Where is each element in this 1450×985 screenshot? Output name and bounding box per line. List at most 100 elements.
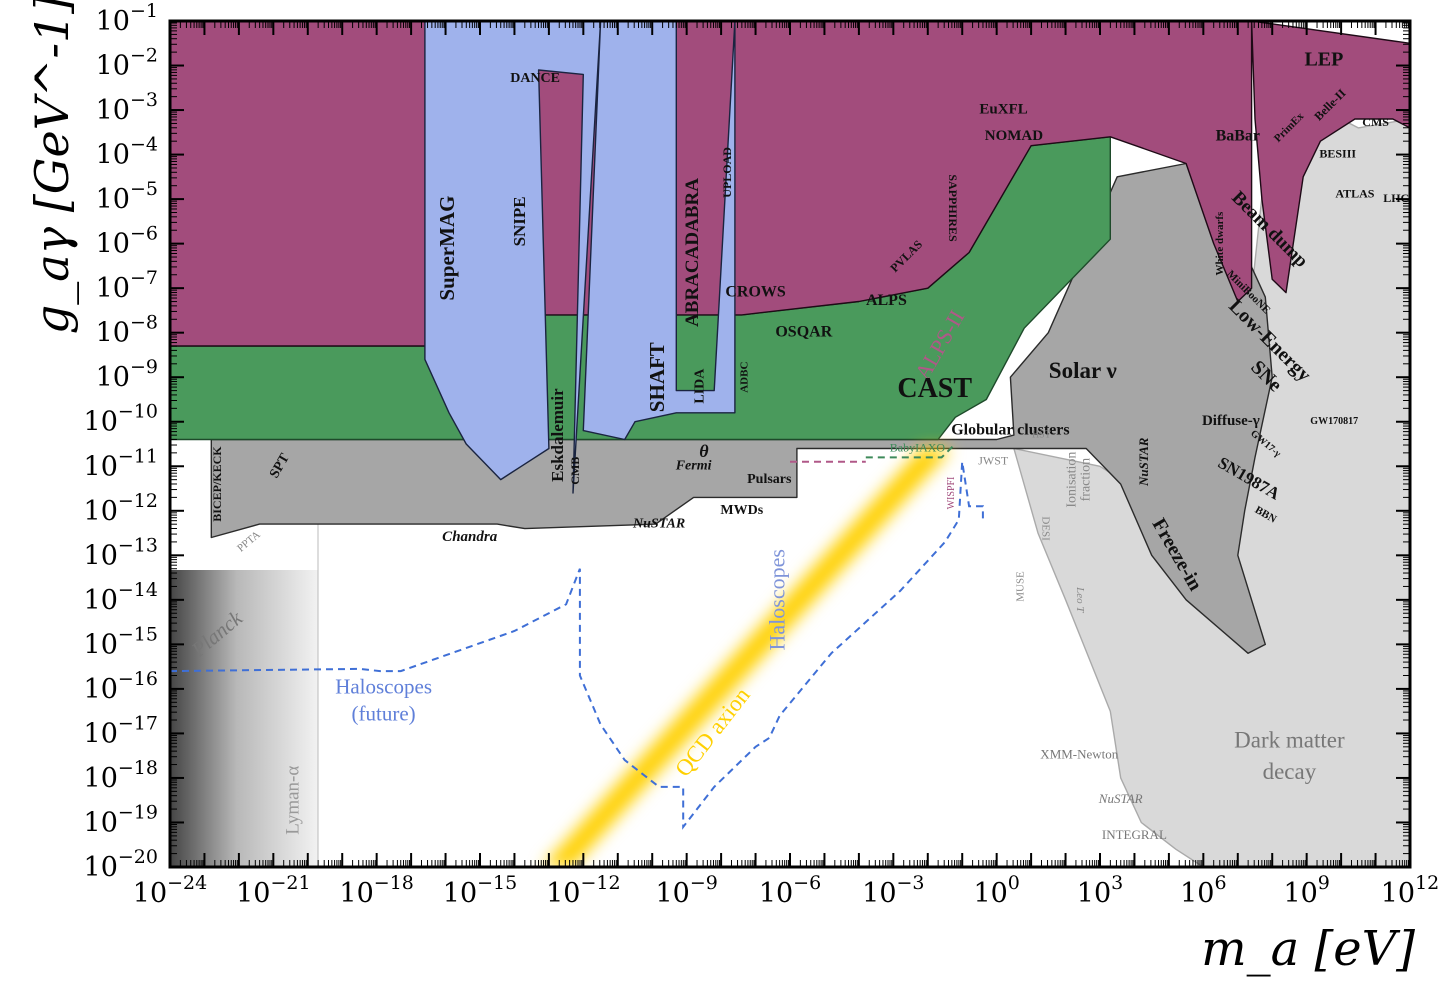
label-pulsars: Pulsars <box>747 472 792 487</box>
y-tick-label: 10−1 <box>96 0 158 37</box>
bound-babyiaxo <box>865 443 956 459</box>
axis-ticks: 10−24 10−21 10−18 10−15 10−12 10−9 10−6 10−3 100… <box>84 0 1440 909</box>
label-muse: MUSE <box>1014 571 1026 602</box>
lyman-alpha-region <box>170 570 318 867</box>
label-babyiaxo: BabyIAXO <box>890 440 946 454</box>
y-axis-title: g_aγ [GeV^-1] <box>25 0 79 334</box>
projected-bounds <box>170 443 984 830</box>
y-tick-label: 10−5 <box>96 178 158 215</box>
label-gw170817: GW170817 <box>1310 416 1358 427</box>
x-tick-label: 10−15 <box>443 872 517 909</box>
x-tick-label: 10−18 <box>339 872 413 909</box>
label-diffuse: Diffuse-γ <box>1202 413 1260 429</box>
label-bicep-keck: BICEP/KECK <box>210 446 224 522</box>
label-: θ <box>699 441 709 461</box>
label-hst: HST <box>1032 429 1051 440</box>
label-cmb: CMB <box>568 457 582 485</box>
label-jwst: JWST <box>978 454 1009 468</box>
label-nustar: NuSTAR <box>1098 791 1143 806</box>
label-abracadabra: ABRACADABRA <box>682 178 703 327</box>
label-eskdalemuir: Eskdalemuir <box>548 388 567 482</box>
y-tick-label: 10−17 <box>84 712 158 749</box>
label-fermi: Fermi <box>675 459 712 474</box>
y-tick-label: 10−8 <box>96 312 158 349</box>
label-shaft: SHAFT <box>645 342 669 412</box>
y-tick-label: 10−6 <box>96 223 158 260</box>
label-lhc: LHC <box>1383 191 1409 205</box>
x-axis-title: m_a [eV] <box>1201 921 1415 977</box>
constraint-regions <box>170 21 1410 867</box>
label-leo-t: Leo T <box>1074 586 1086 613</box>
label-nustar: NuSTAR <box>1136 437 1151 487</box>
y-tick-label: 10−18 <box>84 757 158 794</box>
label-babar: BaBar <box>1216 127 1260 144</box>
y-tick-label: 10−12 <box>84 490 158 527</box>
label-sapphires: SAPPHIRES <box>946 174 960 242</box>
label-xmm-newton: XMM-Newton <box>1040 747 1118 762</box>
label-lyman: Lyman-α <box>282 766 303 835</box>
label-cms: CMS <box>1362 115 1389 129</box>
label-lida: LIDA <box>693 368 708 404</box>
label-supermag: SuperMAG <box>435 196 459 301</box>
x-tick-label: 103 <box>1077 872 1123 909</box>
label-nomad: NOMAD <box>985 128 1043 144</box>
region-astrophysics <box>210 162 1273 654</box>
y-tick-label: 10−14 <box>84 579 158 616</box>
label-alps: ALPS <box>866 292 907 309</box>
x-tick-label: 10−9 <box>655 872 717 909</box>
y-tick-label: 10−15 <box>84 623 158 660</box>
label-fraction: fraction <box>1078 458 1093 502</box>
y-tick-label: 10−16 <box>84 668 158 705</box>
x-tick-label: 1012 <box>1381 872 1440 909</box>
y-tick-label: 10−4 <box>96 134 158 171</box>
x-tick-label: 10−6 <box>759 872 821 909</box>
label-future: (future) <box>352 701 416 725</box>
label-desi: DESI <box>1039 516 1051 541</box>
label-upload: UPLOAD <box>720 147 734 198</box>
x-tick-label: 100 <box>973 872 1019 909</box>
y-tick-label: 10−9 <box>96 356 158 393</box>
label-crows: CROWS <box>725 283 786 300</box>
label-cast: CAST <box>897 373 972 404</box>
y-tick-label: 10−13 <box>84 534 158 571</box>
label-haloscopes: Haloscopes <box>335 675 432 699</box>
bound-haloscopes-future <box>170 461 984 830</box>
x-tick-label: 109 <box>1283 872 1329 909</box>
x-tick-label: 10−3 <box>862 872 924 909</box>
label-euxfl: EuXFL <box>979 102 1027 118</box>
y-tick-label: 10−3 <box>96 89 158 126</box>
x-tick-label: 106 <box>1180 872 1226 909</box>
label-besiii: BESIII <box>1319 146 1356 160</box>
y-tick-label: 10−19 <box>84 801 158 838</box>
label-snipe: SNIPE <box>510 196 529 246</box>
label-mwds: MWDs <box>720 503 763 518</box>
x-tick-label: 10−24 <box>133 872 207 909</box>
label-atlas: ATLAS <box>1335 186 1374 200</box>
y-tick-label: 10−7 <box>96 267 158 304</box>
label-solar: Solar ν <box>1049 358 1117 383</box>
region-qcd-axion-band <box>542 448 952 867</box>
y-tick-label: 10−20 <box>84 846 158 883</box>
label-chandra: Chandra <box>442 529 498 545</box>
label-white-dwarfs: White dwarfs <box>1214 211 1226 276</box>
label-adbc: ADBC <box>739 362 751 393</box>
region-haloscopes <box>424 21 736 494</box>
y-tick-label: 10−2 <box>96 45 158 82</box>
x-tick-label: 10−21 <box>236 872 310 909</box>
label-osqar: OSQAR <box>775 323 832 340</box>
label-dark-matter: Dark matter <box>1234 728 1345 753</box>
y-tick-label: 10−10 <box>84 401 158 438</box>
label-wispfi: WISPFI <box>946 477 957 510</box>
x-tick-label: 10−12 <box>546 872 620 909</box>
label-dance: DANCE <box>510 71 560 86</box>
label-globular-clusters: Globular clusters <box>951 421 1069 438</box>
label-ionisation: Ionisation <box>1065 452 1080 508</box>
label-decay: decay <box>1263 759 1317 784</box>
label-lep: LEP <box>1304 49 1343 71</box>
label-nustar: NuSTAR <box>632 516 685 531</box>
label-integral: INTEGRAL <box>1102 827 1167 842</box>
y-tick-label: 10−11 <box>84 445 158 482</box>
label-haloscopes: Haloscopes <box>765 549 790 650</box>
